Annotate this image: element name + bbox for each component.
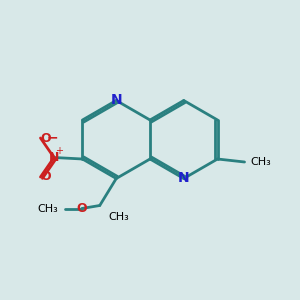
Text: −: − (47, 130, 58, 144)
Text: N: N (110, 94, 122, 107)
Text: O: O (40, 170, 51, 184)
Text: O: O (40, 131, 51, 145)
Text: N: N (49, 151, 59, 164)
Text: CH₃: CH₃ (250, 157, 271, 167)
Text: N: N (178, 172, 190, 185)
Text: CH₃: CH₃ (37, 203, 58, 214)
Text: CH₃: CH₃ (109, 212, 130, 223)
Text: O: O (76, 202, 87, 215)
Text: +: + (56, 146, 63, 157)
